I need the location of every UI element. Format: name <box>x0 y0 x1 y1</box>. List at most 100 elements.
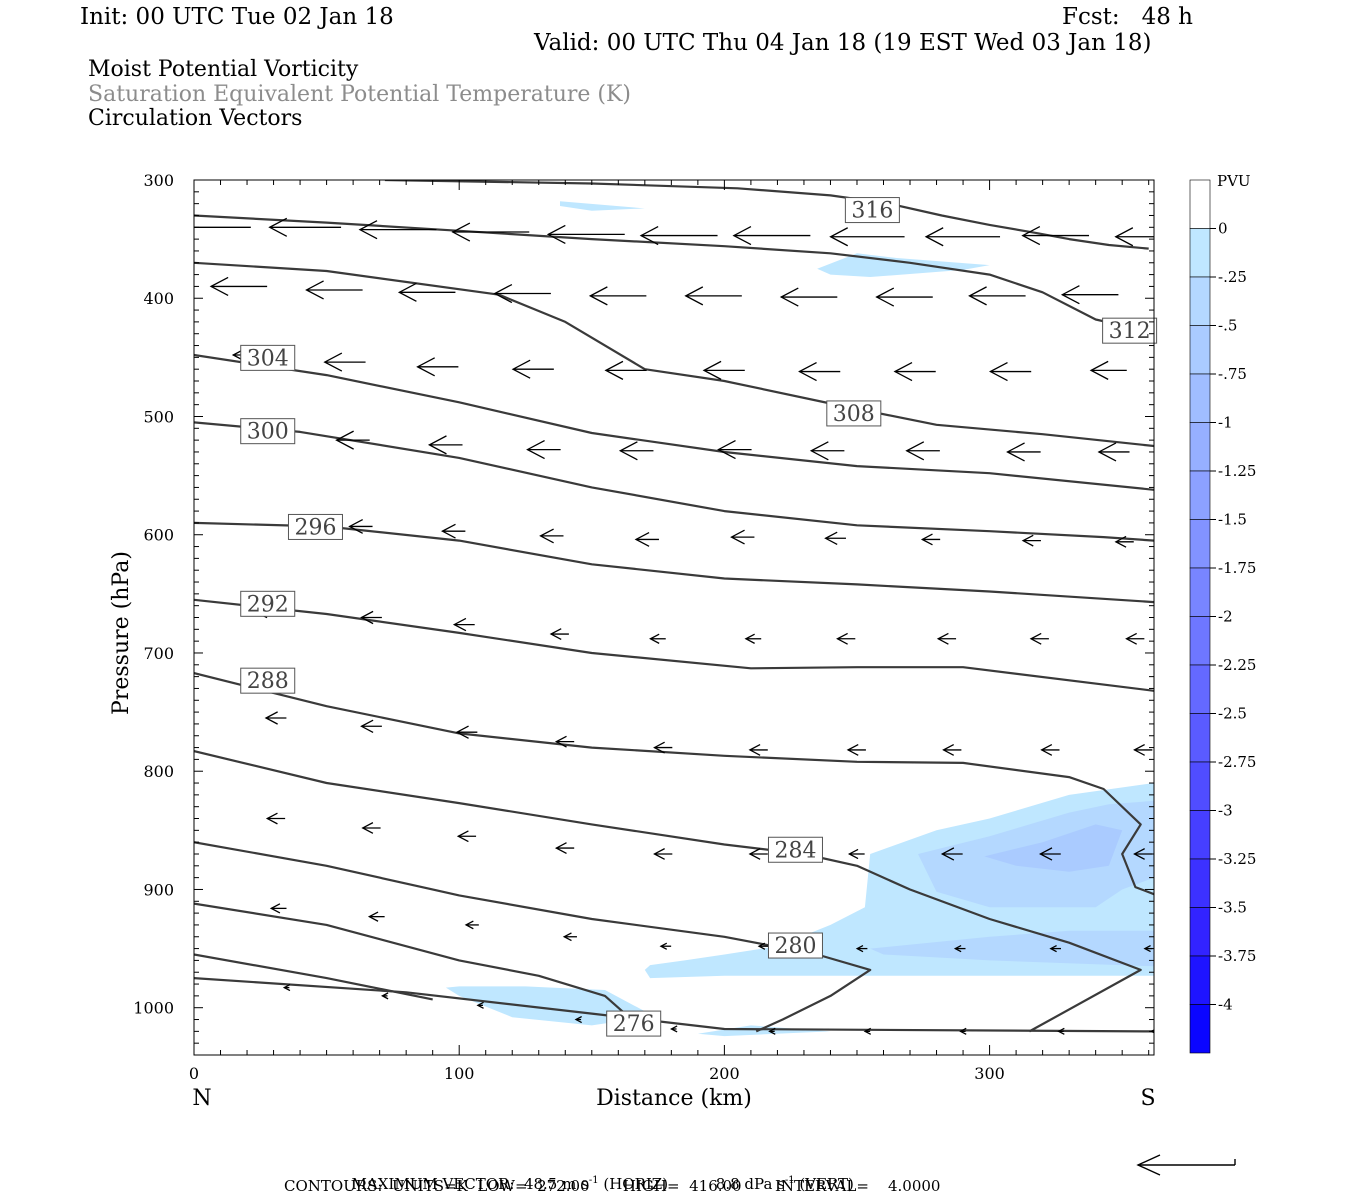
colorbar-label: -2 <box>1218 608 1233 626</box>
circulation-vector <box>670 1025 678 1033</box>
circulation-vector <box>847 848 865 860</box>
colorbar-segment <box>1189 858 1211 908</box>
circulation-vector <box>1057 1027 1065 1035</box>
circulation-vector <box>194 226 251 228</box>
colorbar-label: -4 <box>1218 996 1233 1014</box>
contour-label-316: 316 <box>851 199 893 224</box>
y-tick-label: 600 <box>143 526 174 545</box>
horiz-exponent: -1 <box>588 1175 599 1186</box>
circulation-vector <box>455 725 478 739</box>
pv-region-3 <box>697 1025 831 1037</box>
pv-region-0 <box>560 201 645 211</box>
colorbar-segment <box>1189 761 1211 811</box>
valid-time: Valid: 00 UTC Thu 04 Jan 18 (19 EST Wed … <box>534 30 1152 56</box>
colorbar-label: -3.75 <box>1218 947 1256 965</box>
circulation-vector <box>456 830 477 843</box>
contour-label-box-312 <box>1102 317 1158 344</box>
circulation-vector <box>282 984 291 992</box>
circulation-vector <box>604 360 647 380</box>
theta-e-contour-layer <box>194 180 1154 1033</box>
circulation-vector <box>905 441 940 461</box>
horiz-tag: (HORIZ) <box>603 1175 669 1193</box>
theta-e-contour-276 <box>194 977 1154 1033</box>
circulation-vector <box>744 633 762 644</box>
circulation-vector <box>717 440 752 460</box>
circulation-vector <box>1133 744 1153 756</box>
theta-e-contour-316 <box>384 180 1149 250</box>
circulation-vector <box>441 523 466 539</box>
circulation-vector <box>732 225 811 246</box>
circulation-vector <box>1021 225 1090 246</box>
pv-region-2 <box>445 986 645 1026</box>
vert-unit: dPa s <box>744 1175 785 1193</box>
x-axis-title: Distance (km) <box>596 1086 752 1111</box>
circulation-vector <box>416 357 459 377</box>
circulation-vector <box>1114 535 1134 548</box>
circulation-vector <box>748 744 768 756</box>
circulation-vector <box>940 847 963 861</box>
circulation-vector <box>779 287 838 307</box>
circulation-vector <box>269 903 287 914</box>
circulation-vector <box>653 741 673 754</box>
circulation-vector <box>730 529 755 545</box>
circulation-vector <box>1038 847 1061 861</box>
circulation-vector <box>855 944 868 953</box>
circulation-vector <box>893 361 936 382</box>
circulation-vector <box>920 533 941 546</box>
contour-label-box-276 <box>606 1010 662 1037</box>
circulation-vector <box>360 719 382 733</box>
contour-label-300: 300 <box>247 420 289 445</box>
circulation-vector <box>875 287 933 307</box>
colorbar-label: -3.5 <box>1218 899 1247 917</box>
contour-label-box-288 <box>240 667 296 694</box>
colorbar-segment <box>1189 1004 1211 1054</box>
circulation-vector <box>1089 360 1127 380</box>
colorbar-segment <box>1189 470 1211 520</box>
circulation-vector <box>1006 442 1041 462</box>
y-tick-label: 700 <box>143 644 174 663</box>
y-tick-label: 500 <box>143 407 174 426</box>
vert-exponent: -1 <box>784 1175 795 1186</box>
field-title-theta-e: Saturation Equivalent Potential Temperat… <box>88 82 631 107</box>
colorbar-label: -3.25 <box>1218 850 1256 868</box>
contour-label-292: 292 <box>247 592 289 617</box>
circulation-vector <box>639 225 718 246</box>
circulation-vector <box>846 744 866 756</box>
circulation-vector <box>953 944 966 953</box>
colorbar-segment <box>1189 373 1211 423</box>
circulation-vector <box>493 283 551 304</box>
circulation-vector <box>863 1027 872 1035</box>
circulation-vector <box>511 359 554 379</box>
colorbar-segment <box>1189 955 1211 1005</box>
contour-label-312: 312 <box>1109 319 1151 344</box>
circulation-vector <box>397 282 456 302</box>
axes: 300 400 500 600 700 800 900 1000 0 100 200 300 <box>133 171 1154 1083</box>
circulation-vector <box>968 286 1026 306</box>
y-tick-label: 800 <box>143 762 174 781</box>
circulation-vector <box>1114 227 1154 247</box>
colorbar-label: -3 <box>1218 802 1233 820</box>
circulation-vector <box>824 531 846 545</box>
circulation-vector <box>323 352 366 372</box>
circulation-vector <box>1097 442 1130 462</box>
horiz-value: 48.5 <box>523 1175 558 1193</box>
circulation-vector <box>574 1015 582 1024</box>
circulation-vector <box>427 435 463 455</box>
contour-label-284: 284 <box>774 838 816 863</box>
pv-region-7 <box>984 824 1123 872</box>
colorbar-segment <box>1189 907 1211 957</box>
colorbar-label: -2.25 <box>1218 656 1256 674</box>
circulation-vector <box>464 920 479 930</box>
forecast-hour: Fcst: 48 h <box>1062 4 1193 30</box>
max-vector-label: MAXIMUM VECTOR: <box>351 1175 515 1193</box>
colorbar-segment <box>1189 422 1211 472</box>
circulation-vector <box>1060 285 1119 305</box>
circulation-vector <box>1029 632 1049 645</box>
y-axis-title: Pressure (hPa) <box>109 551 134 715</box>
field-title-vectors: Circulation Vectors <box>88 106 303 131</box>
circulation-vector <box>526 440 561 460</box>
circulation-vector <box>562 932 577 942</box>
circulation-vector <box>335 430 370 450</box>
circulation-vector <box>942 744 962 756</box>
